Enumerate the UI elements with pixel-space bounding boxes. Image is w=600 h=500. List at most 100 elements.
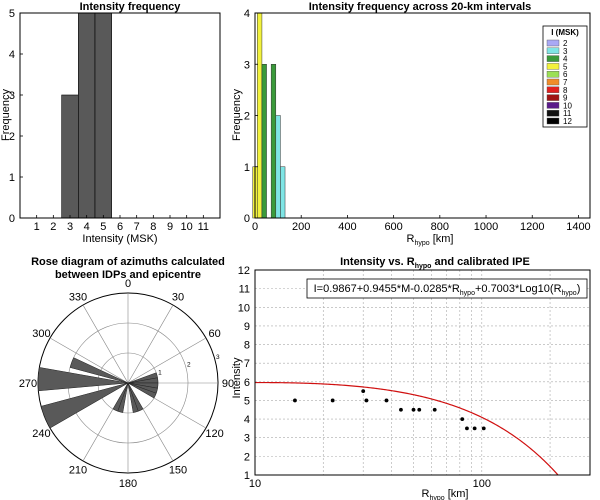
panel-ipe-scatter: Intensity vs. Rhypo and calibrated IPE 1… <box>231 256 591 500</box>
y-tick-label: 5 <box>9 8 15 20</box>
legend-swatch-2 <box>546 39 560 47</box>
y-ticks: 0 1 2 3 4 <box>244 8 258 225</box>
data-point <box>481 426 486 431</box>
y-tick-label: 4 <box>244 414 250 426</box>
grid <box>255 269 590 476</box>
title-sub: hypo <box>415 263 432 270</box>
x-axis-label: Intensity (MSK) <box>82 233 157 245</box>
y-tick-label: 5 <box>244 395 250 407</box>
x-axis-label: Rhypo [km] <box>407 233 454 247</box>
petals <box>37 357 159 429</box>
x-tick-label: 9 <box>167 221 173 233</box>
y-tick-label: 1 <box>9 172 15 184</box>
angle-label-180: 180 <box>119 478 137 490</box>
panel-intensity-frequency: Intensity frequency 1 2 3 4 5 6 7 8 9 10 11 012345… <box>0 1 221 245</box>
y-tick-label: 2 <box>9 131 15 143</box>
data-point <box>465 426 469 431</box>
legend-label-11: 11 <box>563 109 572 118</box>
petal-160 <box>127 382 139 413</box>
legend-label-3: 3 <box>563 47 568 56</box>
data-point <box>384 398 389 403</box>
y-tick-label: 4 <box>244 8 250 20</box>
bar-intensity-4 <box>261 64 267 219</box>
x-axis-label-main: R <box>407 233 415 245</box>
equation-subscript: hypo <box>562 290 577 297</box>
x-tick-label: 600 <box>384 221 402 233</box>
panel-rose-diagram: Rose diagram of azimuths calculated betw… <box>19 256 234 490</box>
angle-label-90: 90 <box>222 378 234 390</box>
data-points <box>293 389 486 431</box>
x-axis-label-sub: hypo <box>414 240 429 247</box>
equation: I=0.9867+0.9455*M-0.0285*R hypo+0.7003*Lo… <box>314 283 581 297</box>
y-tick-label: 3 <box>9 90 15 102</box>
panel-distance-histogram: Intensity frequency across 20-km interva… <box>231 1 591 247</box>
petal-285 <box>69 357 129 384</box>
legend-swatch-3 <box>546 47 560 54</box>
angle-label-30: 30 <box>172 291 184 303</box>
equation-box <box>306 278 588 299</box>
equation-part: I=0.9867+0.9455*M-0.0285*R <box>314 283 460 295</box>
y-tick-label: 0 <box>244 213 250 225</box>
x-tick-label: 6 <box>117 221 123 233</box>
legend-label-9: 9 <box>563 94 568 103</box>
y-tick-label: 8 <box>244 340 250 352</box>
x-tick-label: 1400 <box>566 221 590 233</box>
y-axis-label: Intensity <box>231 357 243 398</box>
title-tail: and calibrated IPE <box>431 256 529 268</box>
radial-tick-label: 3 <box>216 354 220 361</box>
y-tick-label: 6 <box>244 377 250 389</box>
legend-swatch-8 <box>546 86 560 94</box>
petal-240 <box>40 382 129 429</box>
angle-label-0: 0 <box>125 278 131 290</box>
x-tick-label: 4 <box>84 221 90 233</box>
legend-swatch-4 <box>546 55 560 62</box>
petal-200 <box>112 382 129 412</box>
bar-intensity-5 <box>257 12 263 219</box>
y-tick-label: 2 <box>244 451 250 463</box>
bar-intensity-3 <box>275 115 281 219</box>
legend-label-12: 12 <box>563 117 572 126</box>
panel-title: Intensity frequency <box>80 1 182 13</box>
panel-title: Intensity frequency across 20-km interva… <box>309 1 532 13</box>
x-tick-label: 1 <box>34 221 40 233</box>
equation-part: +0.7003*Log10(R <box>475 283 562 295</box>
data-point <box>399 407 403 412</box>
legend-swatch-11 <box>546 109 560 117</box>
y-tick-label: 0 <box>9 213 15 225</box>
x-axis-label-unit: [km] <box>445 488 469 500</box>
panel-title: Intensity vs. Rhypo and calibrated IPE <box>340 256 530 270</box>
y-tick-label: 10 <box>238 302 250 314</box>
bar-5 <box>94 12 112 219</box>
bar-4 <box>78 12 96 219</box>
data-point <box>432 407 437 412</box>
legend-label-7: 7 <box>563 78 568 87</box>
legend-label-6: 6 <box>563 70 568 79</box>
radial-ticks: 1 2 3 <box>158 354 220 377</box>
petal-110 <box>127 382 157 399</box>
y-tick-label: 3 <box>244 59 250 71</box>
y-tick-label: 9 <box>244 321 250 333</box>
data-point <box>472 426 477 431</box>
plot-frame <box>254 12 591 219</box>
y-tick-label: 1 <box>244 470 250 482</box>
legend-title: I (MSK) <box>551 28 579 37</box>
x-tick-label: 0 <box>252 221 258 233</box>
legend-label-8: 8 <box>563 86 568 95</box>
x-tick-label: 1000 <box>474 221 498 233</box>
angle-label-270: 270 <box>19 378 37 390</box>
legend-swatch-5 <box>546 63 560 70</box>
x-axis-label-main: R <box>422 488 430 500</box>
x-tick-label: 10 <box>249 478 261 490</box>
angle-labels: 0 30 60 90 120 150 180 210 240 270 300 330 <box>19 278 234 490</box>
bars <box>61 12 112 219</box>
legend-label-4: 4 <box>563 55 568 64</box>
bar-intensity-3 <box>280 166 286 219</box>
y-tick-label: 7 <box>244 358 250 370</box>
x-tick-label: 11 <box>198 221 209 233</box>
angle-label-330: 330 <box>69 291 87 303</box>
x-tick-label: 2 <box>50 221 56 233</box>
legend-swatch-7 <box>546 78 560 86</box>
